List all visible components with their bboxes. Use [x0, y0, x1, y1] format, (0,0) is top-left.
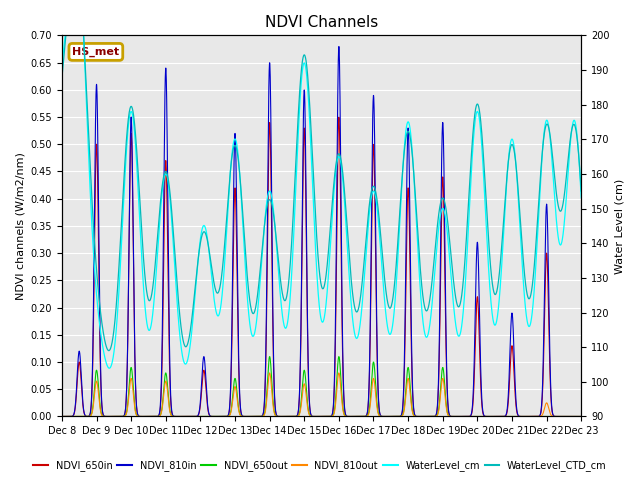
Text: HS_met: HS_met: [72, 47, 120, 57]
Legend: NDVI_650in, NDVI_810in, NDVI_650out, NDVI_810out, WaterLevel_cm, WaterLevel_CTD_: NDVI_650in, NDVI_810in, NDVI_650out, NDV…: [29, 456, 611, 475]
Y-axis label: NDVI channels (W/m2/nm): NDVI channels (W/m2/nm): [15, 152, 25, 300]
Y-axis label: Water Level (cm): Water Level (cm): [615, 178, 625, 274]
Title: NDVI Channels: NDVI Channels: [265, 15, 378, 30]
